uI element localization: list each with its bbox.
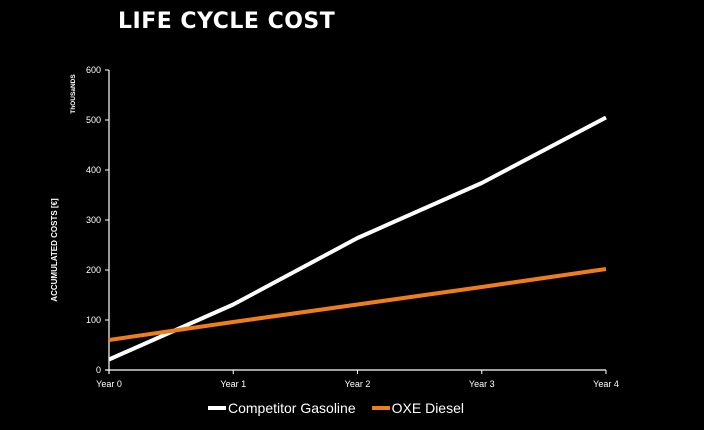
legend-item: Competitor Gasoline xyxy=(208,400,356,416)
legend-swatch xyxy=(208,406,226,410)
y-tick-label: 500 xyxy=(86,115,101,125)
y-tick-label: 600 xyxy=(86,65,101,75)
x-tick-label: Year 1 xyxy=(220,379,246,389)
chart-title: LIFE CYCLE COST xyxy=(118,9,336,34)
legend-label: OXE Diesel xyxy=(391,400,464,416)
legend: Competitor Gasoline OXE Diesel xyxy=(208,400,480,416)
x-tick-label: Year 0 xyxy=(96,379,122,389)
y-tick-label: 400 xyxy=(86,165,101,175)
y-axis-title: ACCUMULATED COSTS [€] xyxy=(50,198,59,302)
x-tick-label: Year 2 xyxy=(345,379,371,389)
series-line-oxe-diesel xyxy=(108,267,607,342)
y-tick-label: 300 xyxy=(86,215,101,225)
x-tick-label: Year 4 xyxy=(593,379,619,389)
axes: 0 100 200 300 400 500 600 Year 0 Year 1 Year 2 Yea… xyxy=(50,65,619,389)
series-lines xyxy=(108,115,607,362)
legend-swatch xyxy=(371,406,390,410)
legend-label: Competitor Gasoline xyxy=(228,400,356,416)
series-line-competitor-gasoline xyxy=(108,115,607,362)
y-tick-label: 100 xyxy=(86,315,101,325)
y-axis-unit-label: ThOUSaNDS xyxy=(70,74,77,114)
y-tick-label: 0 xyxy=(96,365,101,375)
y-tick-label: 200 xyxy=(86,265,101,275)
legend-item: OXE Diesel xyxy=(371,400,464,416)
x-tick-label: Year 3 xyxy=(469,379,495,389)
